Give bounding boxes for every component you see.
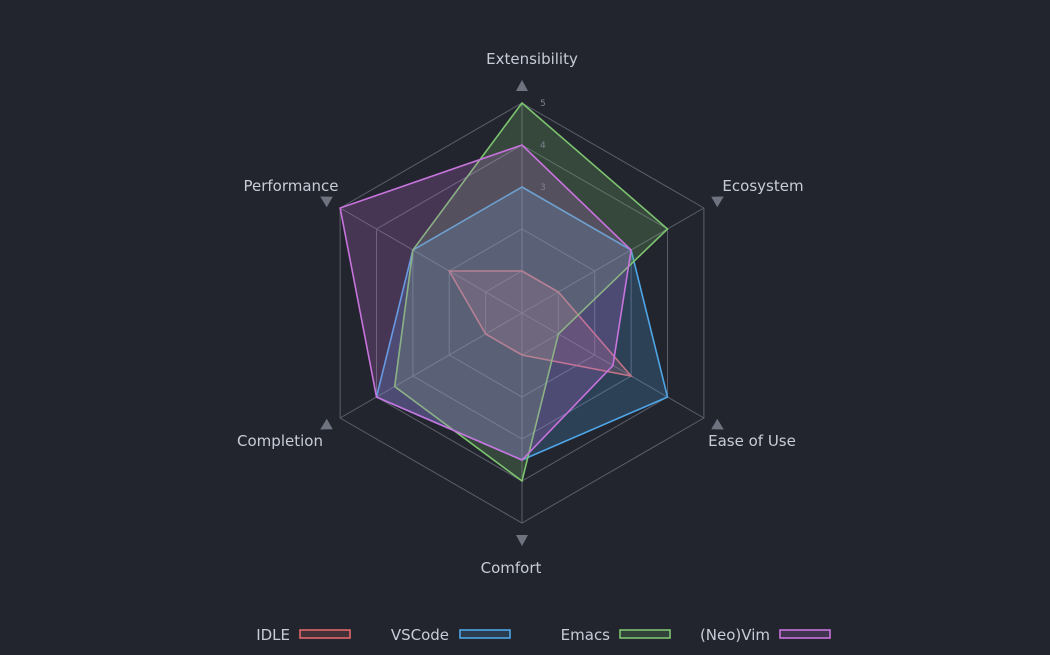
radar-series <box>339 101 669 483</box>
axis-labels: Extensibility Ecosystem Ease of Use Comfort… <box>237 50 804 577</box>
legend-label: IDLE <box>256 626 290 644</box>
axis-label-comfort: Comfort <box>481 559 542 577</box>
axis-arrow-ecosystem <box>711 196 724 208</box>
radial-ticks: 3 4 5 <box>540 99 546 193</box>
legend-item-vscode: VSCode <box>391 626 511 644</box>
grid-spoke-completion <box>339 312 523 419</box>
legend-item-neo-vim: (Neo)Vim <box>700 626 831 644</box>
series-polygon-emacs <box>393 101 669 483</box>
legend: IDLE VSCode Emacs (Neo)Vim <box>256 626 831 644</box>
grid-spoke-performance <box>339 207 523 314</box>
legend-label: Emacs <box>561 626 611 644</box>
legend-swatch <box>299 629 351 639</box>
series-polygon-idle <box>447 270 634 378</box>
legend-item-emacs: Emacs <box>561 626 671 644</box>
series-polygon-neo-vim <box>339 144 632 461</box>
tick-label: 5 <box>540 99 546 109</box>
legend-label: (Neo)Vim <box>700 626 770 644</box>
grid-spoke-ecosystem <box>521 207 705 314</box>
axis-arrows <box>320 80 724 546</box>
legend-swatch <box>459 629 511 639</box>
legend-swatch <box>779 629 831 639</box>
axis-arrow-ease-of-use <box>711 418 724 430</box>
tick-label: 4 <box>540 141 546 151</box>
axis-arrow-performance <box>320 196 333 208</box>
axis-label-ecosystem: Ecosystem <box>722 177 803 195</box>
axis-arrow-comfort <box>516 535 528 546</box>
axis-arrow-extensibility <box>516 80 528 91</box>
legend-swatch <box>619 629 671 639</box>
axis-label-performance: Performance <box>243 177 338 195</box>
legend-item-idle: IDLE <box>256 626 351 644</box>
axis-label-ease-of-use: Ease of Use <box>708 432 796 450</box>
axis-label-completion: Completion <box>237 432 323 450</box>
tick-label: 3 <box>540 183 546 193</box>
axis-arrow-completion <box>320 418 333 430</box>
legend-label: VSCode <box>391 626 449 644</box>
axis-label-extensibility: Extensibility <box>486 50 578 68</box>
